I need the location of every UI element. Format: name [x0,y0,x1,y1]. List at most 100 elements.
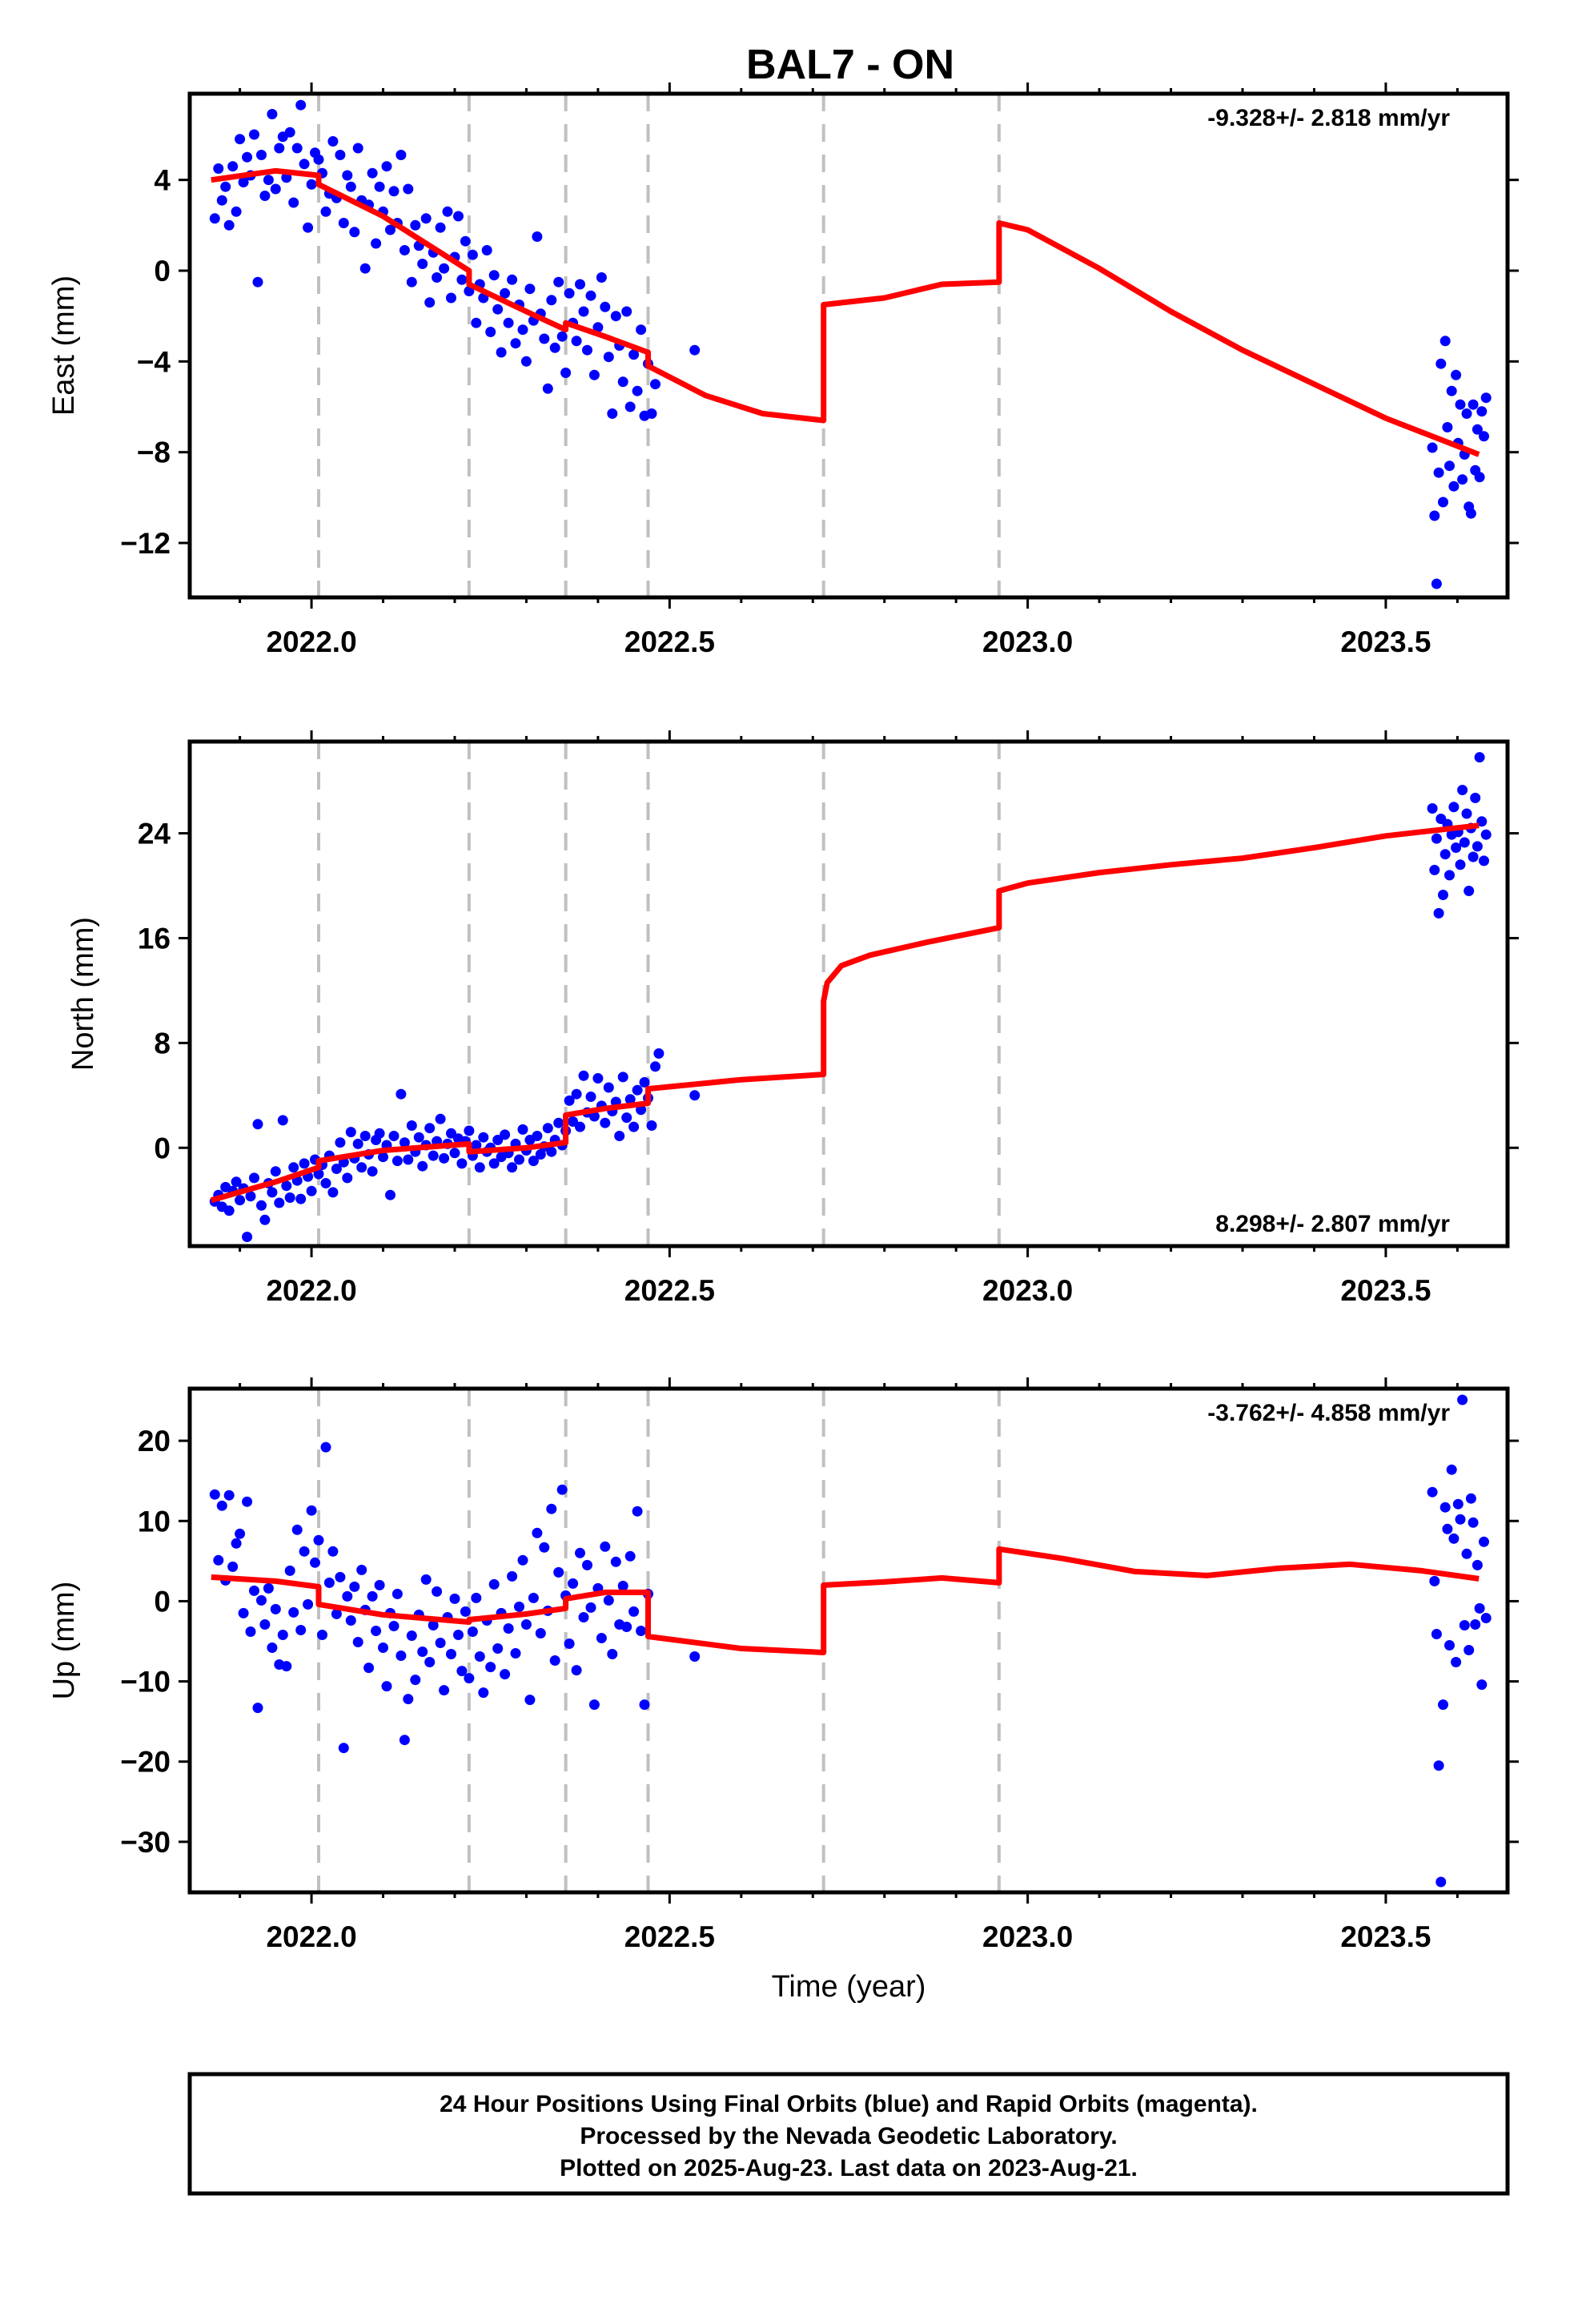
data-point [216,195,227,206]
data-point [281,1661,292,1672]
data-point [274,1197,285,1208]
data-point [1461,1548,1472,1559]
data-point [1448,802,1460,813]
data-point [295,1625,307,1635]
data-point [256,1594,267,1606]
data-point [1480,1613,1492,1623]
data-point [396,1651,407,1661]
data-point [1457,474,1468,485]
data-point [621,1112,632,1124]
data-point [464,1673,475,1684]
plot-frame [187,91,1510,600]
data-point [492,1135,504,1145]
x-tick-label: 2022.5 [624,625,715,658]
data-point [607,408,618,419]
data-point [600,301,611,312]
x-tick-label: 2022.5 [624,1920,715,1953]
data-point [460,1606,471,1617]
data-point [592,322,604,333]
data-point [610,1556,621,1567]
data-point [403,183,414,195]
data-point [342,170,353,181]
data-point [492,1643,504,1654]
data-point [1433,1760,1444,1771]
data-point [371,238,382,249]
data-point [578,1612,589,1622]
model-line [211,167,1480,457]
model-line [210,822,1480,1204]
data-point [456,274,468,285]
y-tick-label: 16 [138,922,171,955]
data-point [588,1111,600,1122]
data-point [689,1090,701,1101]
data-point [539,333,550,344]
data-point [500,287,511,299]
data-point [1472,1559,1483,1570]
data-point [235,134,246,145]
data-point [320,206,331,217]
data-point [371,1626,382,1636]
data-point [500,1669,511,1680]
data-point [646,1120,657,1131]
data-point [524,283,536,295]
plot-frame [187,739,1510,1248]
data-point [277,1115,288,1126]
y-tick-label: 20 [138,1425,171,1458]
data-point [267,1187,278,1198]
data-point [442,206,453,217]
data-point [478,1132,489,1143]
data-point [424,1123,436,1134]
data-point [231,206,242,217]
data-point [1459,1620,1470,1630]
rate-annotation: 8.298+/- 2.807 mm/yr [1215,1211,1450,1237]
data-point [417,1647,428,1657]
data-point [245,1191,256,1202]
data-point [1431,1629,1442,1639]
data-point [399,245,410,255]
data-point [420,213,432,224]
data-point [435,222,446,233]
data-point [1448,1533,1460,1544]
data-point [488,1158,500,1169]
data-point [335,1137,346,1148]
data-point [432,272,443,283]
x-tick-label: 2023.5 [1340,1920,1431,1953]
data-point [485,327,496,337]
x-tick-label: 2023.0 [982,1920,1073,1953]
footer-frame [187,2072,1510,2196]
y-tick-label: −4 [137,345,171,378]
data-point [359,1131,371,1141]
data-point [621,1622,632,1632]
data-point [1464,1645,1475,1655]
data-point [464,1125,475,1136]
data-point [320,1178,331,1188]
data-point [453,1630,464,1640]
data-point [388,1131,400,1141]
data-point [1455,399,1466,410]
data-point [617,1072,628,1083]
data-point [267,109,278,119]
x-tick-label: 2022.5 [624,1274,715,1307]
data-point [617,1580,628,1591]
data-point [1457,1394,1468,1405]
data-point [345,181,356,192]
data-point [259,191,271,201]
data-point [510,338,521,349]
data-point [485,1662,496,1673]
data-point [553,1117,564,1128]
data-point [352,143,363,154]
data-point [356,1162,367,1173]
data-point [424,1657,436,1667]
data-point [474,1162,485,1173]
data-point [263,175,274,186]
y-tick-label: −8 [137,436,171,469]
data-point [592,1073,604,1084]
data-point [263,1582,274,1594]
data-point [546,1146,557,1157]
data-point [556,331,568,342]
data-point [432,1586,443,1597]
data-point [575,1547,585,1558]
data-point [374,1128,385,1139]
data-point [306,179,317,190]
model-line [211,1546,1480,1655]
